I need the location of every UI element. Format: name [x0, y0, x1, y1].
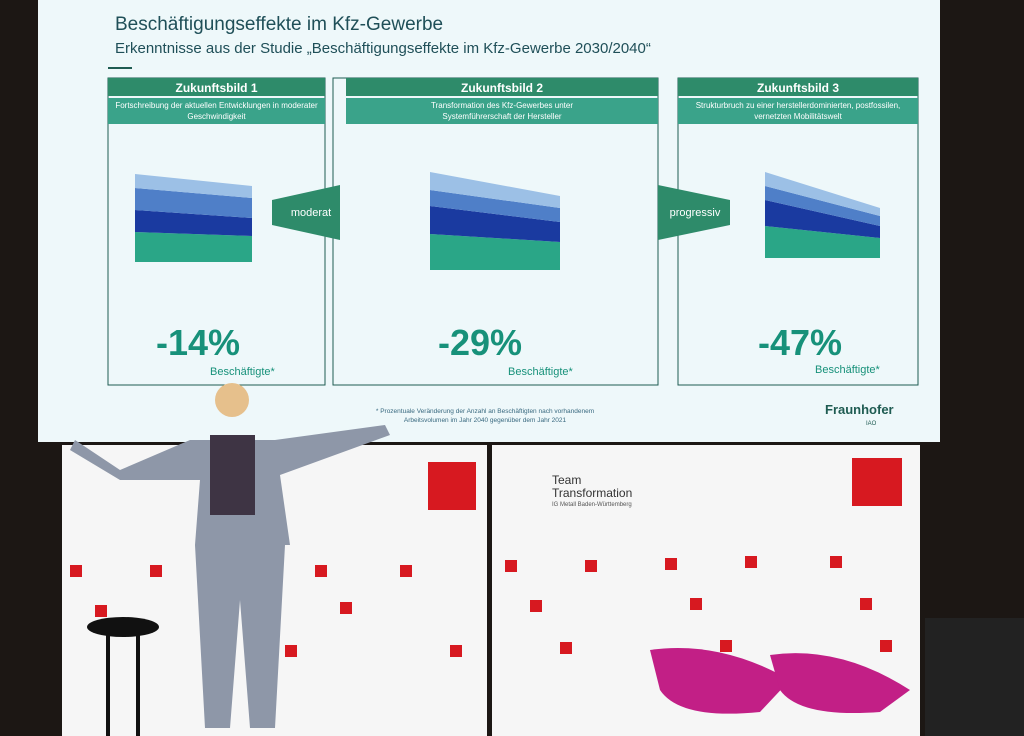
scenario-change: -14% — [155, 322, 241, 363]
scenario-desc: Fortschreibung der aktuellen Entwicklung… — [115, 101, 318, 121]
header-bar — [678, 78, 918, 96]
pattern-logo — [505, 560, 517, 572]
ig-logo — [428, 462, 476, 510]
slide-title: Beschäftigungseffekte im Kfz-Gewerbe — [115, 14, 444, 35]
pattern-logo — [745, 556, 757, 568]
scenario-header: Zukunftsbild 1 — [175, 81, 258, 95]
desc-bar — [108, 98, 325, 124]
scenario-unit: Beschäftigte* — [210, 366, 275, 378]
chair — [770, 653, 910, 714]
pattern — [70, 556, 892, 657]
area — [430, 206, 560, 242]
scenario-desc: Strukturbruch zu einer herstellerdominie… — [695, 101, 901, 121]
pattern-logo — [830, 556, 842, 568]
pattern-logo — [450, 645, 462, 657]
pattern-logo — [340, 602, 352, 614]
scenario-header: Zukunftsbild 2 — [461, 81, 543, 95]
stool — [87, 617, 159, 736]
desc-bar — [346, 98, 658, 124]
pattern-logo — [530, 600, 542, 612]
slide-subtitle: Erkenntnisse aus der Studie „Beschäftigu… — [115, 40, 651, 57]
area — [765, 226, 880, 258]
pattern-logo — [400, 565, 412, 577]
area — [135, 210, 252, 236]
desc-bar — [678, 98, 918, 124]
transition-label: moderat — [290, 207, 332, 219]
pattern-logo — [690, 598, 702, 610]
banner-title: Team Transformation — [552, 473, 633, 500]
arrow — [272, 185, 340, 240]
seat — [87, 617, 159, 637]
monitor — [925, 618, 1024, 736]
pattern-logo — [150, 565, 162, 577]
area — [135, 232, 252, 262]
header-bar — [108, 78, 325, 96]
top — [210, 435, 255, 515]
ig-logo — [852, 458, 902, 506]
pattern-logo — [585, 560, 597, 572]
scenario-desc: Transformation des Kfz-Gewerbes unter Sy… — [431, 101, 573, 121]
area — [765, 200, 880, 238]
pattern-logo — [315, 565, 327, 577]
transition-label: progressiv — [669, 207, 721, 219]
pattern-logo — [880, 640, 892, 652]
chair — [650, 648, 790, 714]
pattern-logo — [720, 640, 732, 652]
mini-chart — [135, 172, 880, 270]
pattern-logo — [285, 645, 297, 657]
arrow — [658, 185, 730, 240]
scenario-header: Zukunftsbild 3 — [757, 81, 839, 95]
desc-bars — [108, 98, 918, 124]
scenario-unit: Beschäftigte* — [815, 364, 880, 376]
area — [430, 172, 560, 208]
footnote: * Prozentuale Veränderung der Anzahl an … — [375, 408, 595, 424]
pattern-logo — [560, 642, 572, 654]
scenario-change: -47% — [757, 322, 843, 363]
head — [215, 383, 249, 417]
pattern-logo — [665, 558, 677, 570]
area — [765, 186, 880, 226]
area — [135, 174, 252, 198]
scenario-change: -29% — [437, 322, 523, 363]
logo-sub: IAO — [866, 421, 877, 427]
area — [430, 234, 560, 270]
panel-headers — [108, 78, 918, 96]
pattern-logo — [860, 598, 872, 610]
logo: Fraunhofer — [825, 402, 894, 417]
header-bar — [346, 78, 658, 96]
pattern-logo — [70, 565, 82, 577]
banner-subtitle: IG Metall Baden-Württemberg — [552, 502, 632, 508]
trousers — [195, 545, 285, 728]
pattern-logo — [95, 605, 107, 617]
scenario-unit: Beschäftigte* — [508, 366, 573, 378]
speaker — [70, 383, 390, 728]
area — [430, 190, 560, 222]
area — [765, 172, 880, 216]
